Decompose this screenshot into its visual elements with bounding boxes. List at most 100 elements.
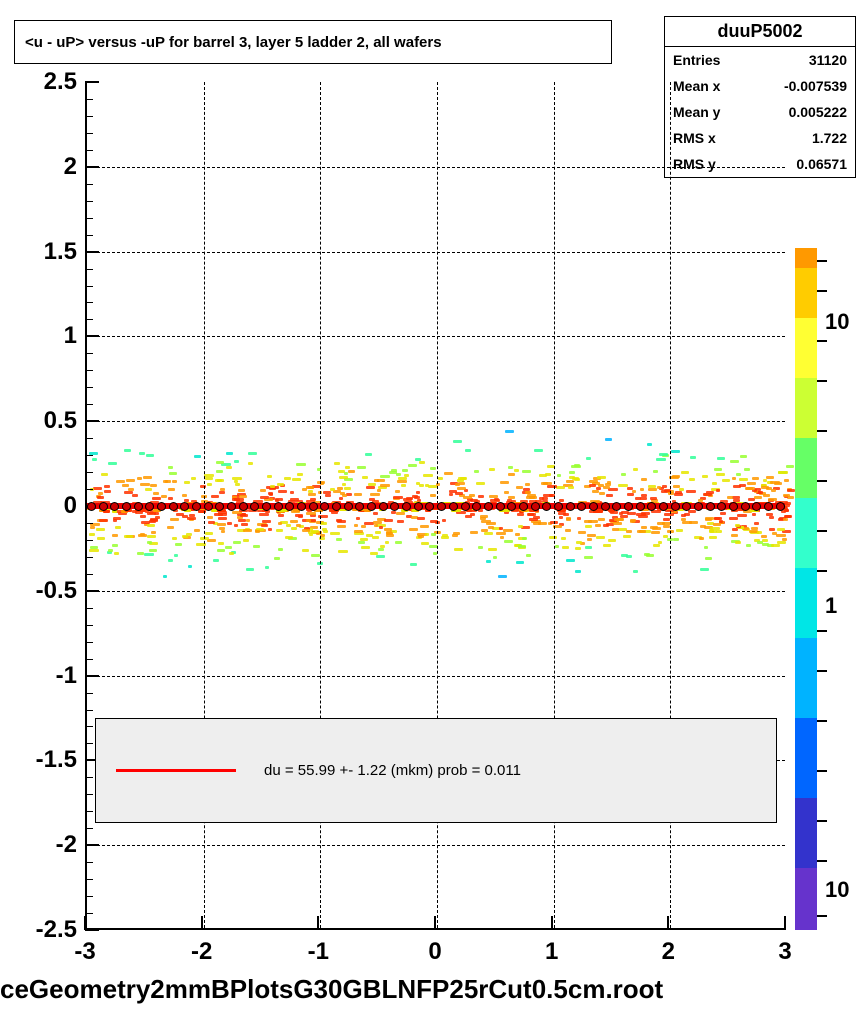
ytick-minor — [85, 438, 93, 439]
gridline-h — [87, 252, 785, 253]
gridline-h — [87, 676, 785, 677]
ytick-minor — [85, 862, 93, 863]
ytick-label: -2.5 — [7, 916, 77, 944]
ytick-minor — [85, 455, 93, 456]
colorbar-label: 10 — [825, 309, 849, 335]
colorbar-tick — [817, 820, 827, 822]
ytick-minor — [85, 319, 93, 320]
ytick-minor — [85, 811, 93, 812]
colorbar-tick — [817, 915, 827, 917]
ytick-mark — [85, 929, 99, 931]
ytick-minor — [85, 625, 93, 626]
legend-box: du = 55.99 +- 1.22 (mkm) prob = 0.011 — [95, 718, 777, 823]
chart-title-box: <u - uP> versus -uP for barrel 3, layer … — [14, 20, 612, 64]
ytick-minor — [85, 523, 93, 524]
xtick-mark — [434, 916, 436, 930]
ytick-minor — [85, 794, 93, 795]
colorbar-tick — [817, 570, 827, 572]
ytick-minor — [85, 726, 93, 727]
ytick-minor — [85, 201, 93, 202]
ytick-label: -1.5 — [7, 746, 77, 774]
colorbar-segment — [795, 438, 817, 498]
ytick-label: -2 — [7, 831, 77, 859]
ytick-label: 0 — [7, 492, 77, 520]
ytick-minor — [85, 235, 93, 236]
colorbar-segment — [795, 868, 817, 930]
stats-value: 1.722 — [812, 130, 847, 146]
ytick-mark — [85, 335, 99, 337]
ytick-mark — [85, 590, 99, 592]
ytick-minor — [85, 302, 93, 303]
colorbar-tick — [817, 630, 827, 632]
ytick-minor — [85, 879, 93, 880]
stats-value: 0.005222 — [789, 104, 847, 120]
ytick-minor — [85, 370, 93, 371]
xtick-label: 2 — [662, 938, 675, 966]
xtick-mark — [84, 916, 86, 930]
colorbar-segment — [795, 248, 817, 268]
ytick-minor — [85, 608, 93, 609]
colorbar-tick — [817, 720, 827, 722]
colorbar-tick — [817, 670, 827, 672]
ytick-minor — [85, 659, 93, 660]
gridline-h — [87, 167, 785, 168]
xtick-mark — [667, 916, 669, 930]
colorbar-segment — [795, 498, 817, 568]
ytick-label: 2 — [7, 153, 77, 181]
plot-area: du = 55.99 +- 1.22 (mkm) prob = 0.011 — [85, 82, 785, 930]
ytick-label: 2.5 — [7, 68, 77, 96]
stats-name: duuP5002 — [665, 17, 855, 47]
stats-value: -0.007539 — [784, 78, 847, 94]
colorbar-tick — [817, 480, 827, 482]
ytick-minor — [85, 472, 93, 473]
colorbar-tick — [817, 430, 827, 432]
xtick-mark — [551, 916, 553, 930]
ytick-minor — [85, 387, 93, 388]
ytick-minor — [85, 353, 93, 354]
ytick-label: 0.5 — [7, 407, 77, 435]
ytick-minor — [85, 777, 93, 778]
ytick-minor — [85, 743, 93, 744]
ytick-mark — [85, 420, 99, 422]
gridline-h — [87, 421, 785, 422]
ytick-minor — [85, 184, 93, 185]
colorbar-tick — [817, 380, 827, 382]
xtick-label: 3 — [778, 938, 791, 966]
xtick-label: 1 — [545, 938, 558, 966]
colorbar-tick — [817, 290, 827, 292]
ytick-minor — [85, 133, 93, 134]
ytick-minor — [85, 557, 93, 558]
ytick-minor — [85, 116, 93, 117]
ytick-mark — [85, 81, 99, 83]
xtick-mark — [201, 916, 203, 930]
fit-markers — [87, 502, 785, 510]
colorbar-tick — [817, 530, 827, 532]
colorbar-segment — [795, 798, 817, 868]
xtick-label: -2 — [191, 938, 212, 966]
ytick-minor — [85, 269, 93, 270]
colorbar — [795, 248, 817, 930]
ytick-minor — [85, 828, 93, 829]
ytick-minor — [85, 693, 93, 694]
footer-filename: ceGeometry2mmBPlotsG30GBLNFP25rCut0.5cm.… — [0, 974, 867, 1005]
colorbar-segment — [795, 378, 817, 438]
ytick-minor — [85, 150, 93, 151]
ytick-minor — [85, 489, 93, 490]
ytick-minor — [85, 218, 93, 219]
gridline-h — [87, 845, 785, 846]
ytick-mark — [85, 844, 99, 846]
colorbar-label: 1 — [825, 593, 837, 619]
colorbar-segment — [795, 568, 817, 638]
xtick-mark — [317, 916, 319, 930]
ytick-minor — [85, 286, 93, 287]
colorbar-tick — [817, 860, 827, 862]
ytick-minor — [85, 540, 93, 541]
ytick-label: 1.5 — [7, 238, 77, 266]
xtick-mark — [784, 916, 786, 930]
stats-value: 0.06571 — [796, 156, 847, 172]
ytick-label: -0.5 — [7, 577, 77, 605]
ytick-mark — [85, 166, 99, 168]
gridline-h — [87, 591, 785, 592]
xtick-label: -3 — [74, 938, 95, 966]
colorbar-segment — [795, 638, 817, 718]
